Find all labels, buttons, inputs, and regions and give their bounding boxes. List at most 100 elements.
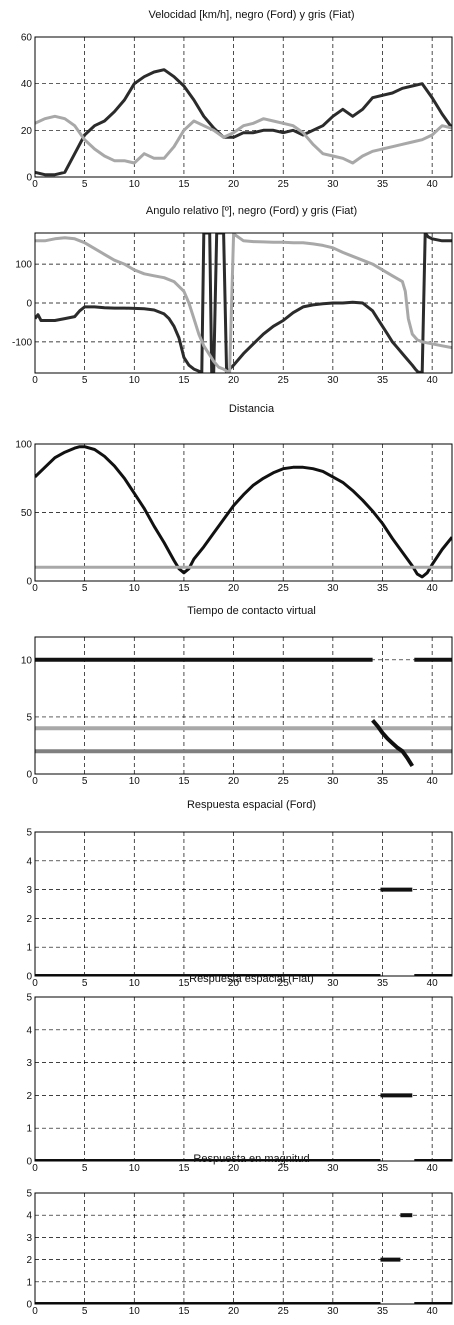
x-tick-label: 35 [377, 375, 389, 386]
y-tick-label: 3 [26, 1058, 32, 1069]
chart-3: Distancia 0 5 10 15 20 25 30 35 40 0 50 100 [15, 403, 453, 594]
chart-title: Respuesta espacial (Ford) [187, 799, 316, 811]
y-tick-label: 1 [26, 1124, 32, 1135]
chart-6: Respuesta espacial (Fiat)0 5 10 15 20 25 30 35 4… [26, 973, 453, 1174]
y-tick-label: 3 [26, 1233, 32, 1244]
x-tick-label: 25 [278, 179, 290, 190]
x-tick-label: 40 [427, 179, 439, 190]
y-tick-label: 5 [26, 1189, 32, 1200]
x-tick-label: 5 [82, 583, 88, 594]
series-group [35, 445, 452, 579]
y-tick-label: 4 [26, 1211, 32, 1222]
y-tick-label: 0 [26, 972, 32, 983]
plot-frame [34, 636, 453, 775]
x-tick-label: 15 [178, 375, 190, 386]
x-tick-label: 25 [278, 583, 290, 594]
x-tick-label: 0 [32, 776, 38, 787]
x-tick-label: 20 [228, 776, 240, 787]
y-tick-label: 50 [21, 508, 33, 519]
series-line-2 [35, 114, 452, 165]
y-tick-label: 2 [26, 914, 32, 925]
x-tick-label: 10 [129, 978, 141, 989]
x-tick-label: 10 [129, 1163, 141, 1174]
chart-title: Velocidad [km/h], negro (Ford) y gris (F… [148, 9, 354, 21]
x-tick-label: 10 [129, 179, 141, 190]
y-tick-label: 5 [26, 712, 32, 723]
grid-lines [35, 832, 452, 976]
plot-frame [34, 996, 453, 1162]
x-tick-label: 0 [32, 1163, 38, 1174]
x-tick-label: 25 [278, 776, 290, 787]
x-tick-label: 0 [32, 978, 38, 989]
series-line-1 [35, 445, 452, 579]
x-tick-label: 0 [32, 375, 38, 386]
y-tick-label: 10 [21, 655, 33, 666]
y-tick-label: 20 [21, 126, 33, 137]
series-group [35, 887, 452, 976]
x-tick-label: 20 [228, 179, 240, 190]
series-line-2 [35, 233, 452, 373]
chart-title: Tiempo de contacto virtual [187, 605, 316, 617]
plot-frame [34, 1192, 453, 1305]
chart-2: Angulo relativo [º], negro (Ford) y gris… [12, 205, 453, 386]
y-tick-label: 3 [26, 885, 32, 896]
series-line-1 [35, 233, 452, 373]
x-tick-label: 5 [82, 978, 88, 989]
chart-title: Angulo relativo [º], negro (Ford) y gris… [146, 205, 357, 217]
chart-5: Respuesta espacial (Ford)0 5 10 15 20 25 30 35 4… [26, 799, 453, 989]
x-tick-label: 5 [82, 776, 88, 787]
series-group [35, 233, 452, 373]
x-tick-label: 35 [377, 179, 389, 190]
x-tick-label: 40 [427, 1163, 439, 1174]
y-tick-label: 5 [26, 828, 32, 839]
x-tick-label: 30 [327, 179, 339, 190]
y-tick-label: 1 [26, 1277, 32, 1288]
y-tick-label: 0 [26, 299, 32, 310]
x-tick-label: 35 [377, 978, 389, 989]
y-tick-label: 2 [26, 1255, 32, 1266]
x-tick-label: 5 [82, 1306, 88, 1317]
x-tick-label: 15 [178, 179, 190, 190]
x-tick-label: 15 [178, 583, 190, 594]
x-tick-label: 40 [427, 1306, 439, 1317]
plot-frame [34, 36, 453, 178]
x-tick-label: 10 [129, 1306, 141, 1317]
grid-lines [35, 444, 452, 581]
x-tick-label: 5 [82, 1163, 88, 1174]
x-tick-label: 10 [129, 776, 141, 787]
x-tick-label: 20 [228, 583, 240, 594]
y-tick-label: -100 [12, 337, 32, 348]
x-tick-label: 25 [278, 1163, 290, 1174]
plot-frame [34, 831, 453, 977]
x-tick-label: 30 [327, 776, 339, 787]
x-tick-label: 25 [278, 1306, 290, 1317]
x-tick-label: 5 [82, 179, 88, 190]
x-tick-label: 25 [278, 375, 290, 386]
x-tick-label: 5 [82, 375, 88, 386]
chart-title: Respuesta espacial (Fiat) [189, 973, 314, 985]
x-tick-label: 0 [32, 179, 38, 190]
y-tick-label: 5 [26, 993, 32, 1004]
y-tick-label: 0 [26, 770, 32, 781]
series-group [35, 657, 452, 768]
x-tick-label: 10 [129, 375, 141, 386]
y-tick-label: 0 [26, 1300, 32, 1311]
x-tick-label: 35 [377, 583, 389, 594]
y-tick-label: 0 [26, 173, 32, 184]
x-tick-label: 30 [327, 978, 339, 989]
series-line-5 [371, 718, 414, 768]
x-tick-label: 20 [228, 1306, 240, 1317]
grid-lines [35, 637, 452, 774]
chart-1: Velocidad [km/h], negro (Ford) y gris (F… [21, 9, 453, 190]
y-tick-label: 40 [21, 79, 33, 90]
series-group [35, 68, 452, 177]
x-tick-label: 30 [327, 375, 339, 386]
x-tick-label: 35 [377, 1306, 389, 1317]
x-tick-label: 40 [427, 375, 439, 386]
x-tick-label: 30 [327, 1306, 339, 1317]
chart-title: Respuesta en magnitud [193, 1153, 309, 1165]
x-tick-label: 15 [178, 1163, 190, 1174]
x-tick-label: 30 [327, 1163, 339, 1174]
